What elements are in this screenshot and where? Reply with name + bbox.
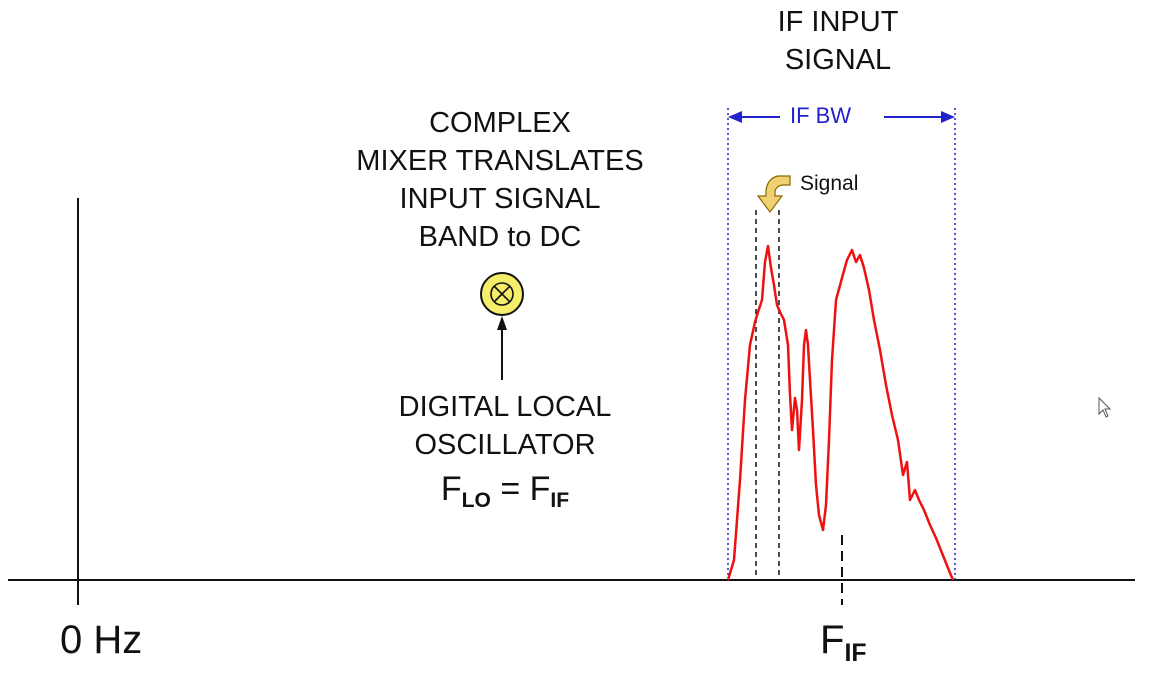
- mixer-line-4: BAND to DC: [418, 221, 582, 253]
- signal-label: Signal: [800, 172, 859, 195]
- if-input-signal-line-2: SIGNAL: [784, 44, 892, 76]
- fif-label: FIF: [820, 618, 866, 667]
- if-input-signal-label: IF INPUT SIGNAL: [748, 3, 928, 79]
- lo-description: DIGITAL LOCAL OSCILLATOR: [340, 388, 670, 464]
- lo-line-1: DIGITAL LOCAL: [398, 391, 612, 423]
- fif-sub-eq: IF: [550, 488, 570, 512]
- zero-hz-label: 0 Hz: [60, 618, 143, 662]
- mixer-line-1: COMPLEX: [429, 107, 571, 139]
- mixer-line-3: INPUT SIGNAL: [399, 183, 601, 215]
- mouse-pointer-icon: [1098, 396, 1112, 418]
- mixer-description: COMPLEX MIXER TRANSLATES INPUT SIGNAL BA…: [330, 104, 670, 256]
- fif-label-f: F: [820, 618, 845, 662]
- fif-label-sub: IF: [844, 639, 867, 667]
- if-bw-arrowhead-right: [941, 111, 955, 123]
- if-bw-arrowhead-left: [728, 111, 742, 123]
- if-bw-label: IF BW: [784, 103, 858, 129]
- multiply-circle-icon: [490, 282, 514, 306]
- flo-sub: LO: [461, 488, 491, 512]
- flo-equation: FLO = FIF: [400, 470, 610, 512]
- mixer-line-2: MIXER TRANSLATES: [356, 145, 644, 177]
- lo-line-2: OSCILLATOR: [414, 429, 596, 461]
- curved-arrow-icon: [756, 175, 791, 213]
- flo-f: F: [440, 470, 462, 508]
- fif-f-eq: F: [529, 470, 551, 508]
- if-input-signal-line-1: IF INPUT: [777, 6, 899, 38]
- flo-eq: =: [490, 470, 530, 508]
- if-input-spectrum: [726, 244, 955, 581]
- lo-arrowhead: [497, 316, 507, 330]
